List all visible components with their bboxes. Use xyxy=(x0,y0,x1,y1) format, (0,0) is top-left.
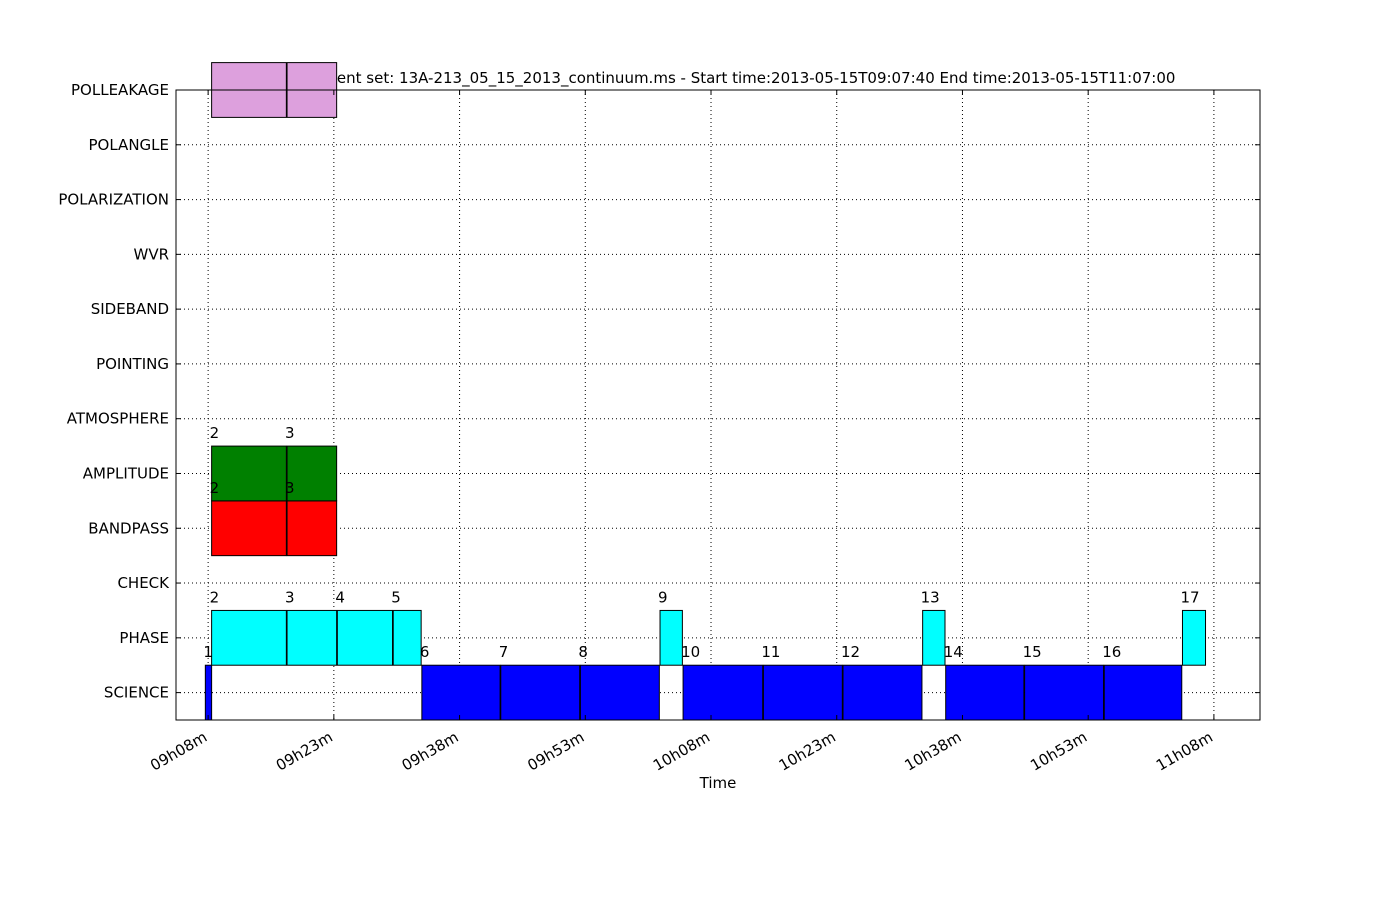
scan-number-label: 3 xyxy=(285,479,295,497)
x-tick-label: 09h53m xyxy=(524,728,587,775)
scan-number-label: 3 xyxy=(285,424,295,442)
scan-bar-phase xyxy=(336,609,394,666)
scan-bar-science xyxy=(842,664,923,721)
scan-number-label: 6 xyxy=(420,643,430,661)
y-axis: SCIENCE PHASE CHECK BANDPASS AMPLITUDE ATMOSP… xyxy=(58,81,1260,702)
scan-bar-phase xyxy=(922,609,946,666)
scan-number-label: 15 xyxy=(1023,643,1042,661)
scan-bar-science xyxy=(204,664,213,721)
y-tick-label: SCIENCE xyxy=(104,684,169,702)
scan-number-label: 2 xyxy=(210,479,220,497)
scan-number-label: 13 xyxy=(921,588,940,606)
scan-bar-science xyxy=(1024,664,1105,721)
scan-bar-science xyxy=(579,664,660,721)
x-tick-label: 09h38m xyxy=(399,728,462,775)
scan-bar-phase xyxy=(392,609,422,666)
scan-bar-science xyxy=(421,664,501,721)
y-tick-label: PHASE xyxy=(119,629,169,647)
scan-bar-science xyxy=(500,664,581,721)
y-tick-label: POLANGLE xyxy=(89,136,170,154)
scan-number-label: 1 xyxy=(203,643,213,661)
scan-number-label: 10 xyxy=(681,643,700,661)
y-tick-label: WVR xyxy=(133,245,169,263)
scan-labels: 1 6 7 8 10 11 12 14 15 162 3 4 5 9 13 172 32 3 xyxy=(203,424,1199,661)
x-tick-label: 10h53m xyxy=(1027,728,1090,775)
x-tick-label: 11h08m xyxy=(1153,728,1216,775)
scan-number-label: 2 xyxy=(210,588,220,606)
y-tick-label: POLLEAKAGE xyxy=(71,81,169,99)
scan-bar-amplitude xyxy=(286,445,338,502)
scan-bar-science xyxy=(682,664,764,721)
x-tick-label: 09h08m xyxy=(147,728,210,775)
y-tick-label: ATMOSPHERE xyxy=(67,410,169,428)
x-axis-label: Time xyxy=(699,774,737,792)
y-tick-label: SIDEBAND xyxy=(91,300,169,318)
x-tick-label: 09h23m xyxy=(273,728,336,775)
scan-number-label: 7 xyxy=(499,643,509,661)
scan-number-label: 17 xyxy=(1180,588,1199,606)
x-tick-label: 10h23m xyxy=(776,728,839,775)
y-tick-label: AMPLITUDE xyxy=(83,464,169,482)
scan-number-label: 9 xyxy=(658,588,668,606)
scan-number-label: 8 xyxy=(578,643,588,661)
scan-bar-amplitude xyxy=(211,445,287,502)
chart-title: Measurement set: 13A-213_05_15_2013_cont… xyxy=(259,69,1176,88)
x-tick-label: 10h38m xyxy=(902,728,965,775)
scan-number-label: 3 xyxy=(285,588,295,606)
scan-number-label: 4 xyxy=(335,588,345,606)
scan-bar-science xyxy=(1103,664,1183,721)
y-tick-label: POINTING xyxy=(96,355,169,373)
scan-bar-bandpass xyxy=(211,500,287,557)
scan-bar-phase xyxy=(286,609,338,666)
scan-number-label: 2 xyxy=(210,424,220,442)
x-tick-label: 10h08m xyxy=(650,728,713,775)
scan-bar-phase xyxy=(659,609,683,666)
y-tick-label: BANDPASS xyxy=(88,519,169,537)
y-tick-label: CHECK xyxy=(117,574,170,592)
scan-bar-science xyxy=(762,664,843,721)
scan-bar-phase xyxy=(211,609,287,666)
scan-bar-bandpass xyxy=(286,500,338,557)
scan-number-label: 16 xyxy=(1102,643,1121,661)
scan-bar-phase xyxy=(1181,609,1207,666)
scan-bars xyxy=(204,62,1207,721)
scan-number-label: 12 xyxy=(841,643,860,661)
plot-frame xyxy=(175,89,1261,721)
scan-number-label: 5 xyxy=(391,588,401,606)
scan-number-label: 14 xyxy=(944,643,963,661)
scan-bar-science xyxy=(945,664,1025,721)
y-tick-label: POLARIZATION xyxy=(58,191,169,209)
scan-number-label: 11 xyxy=(761,643,780,661)
